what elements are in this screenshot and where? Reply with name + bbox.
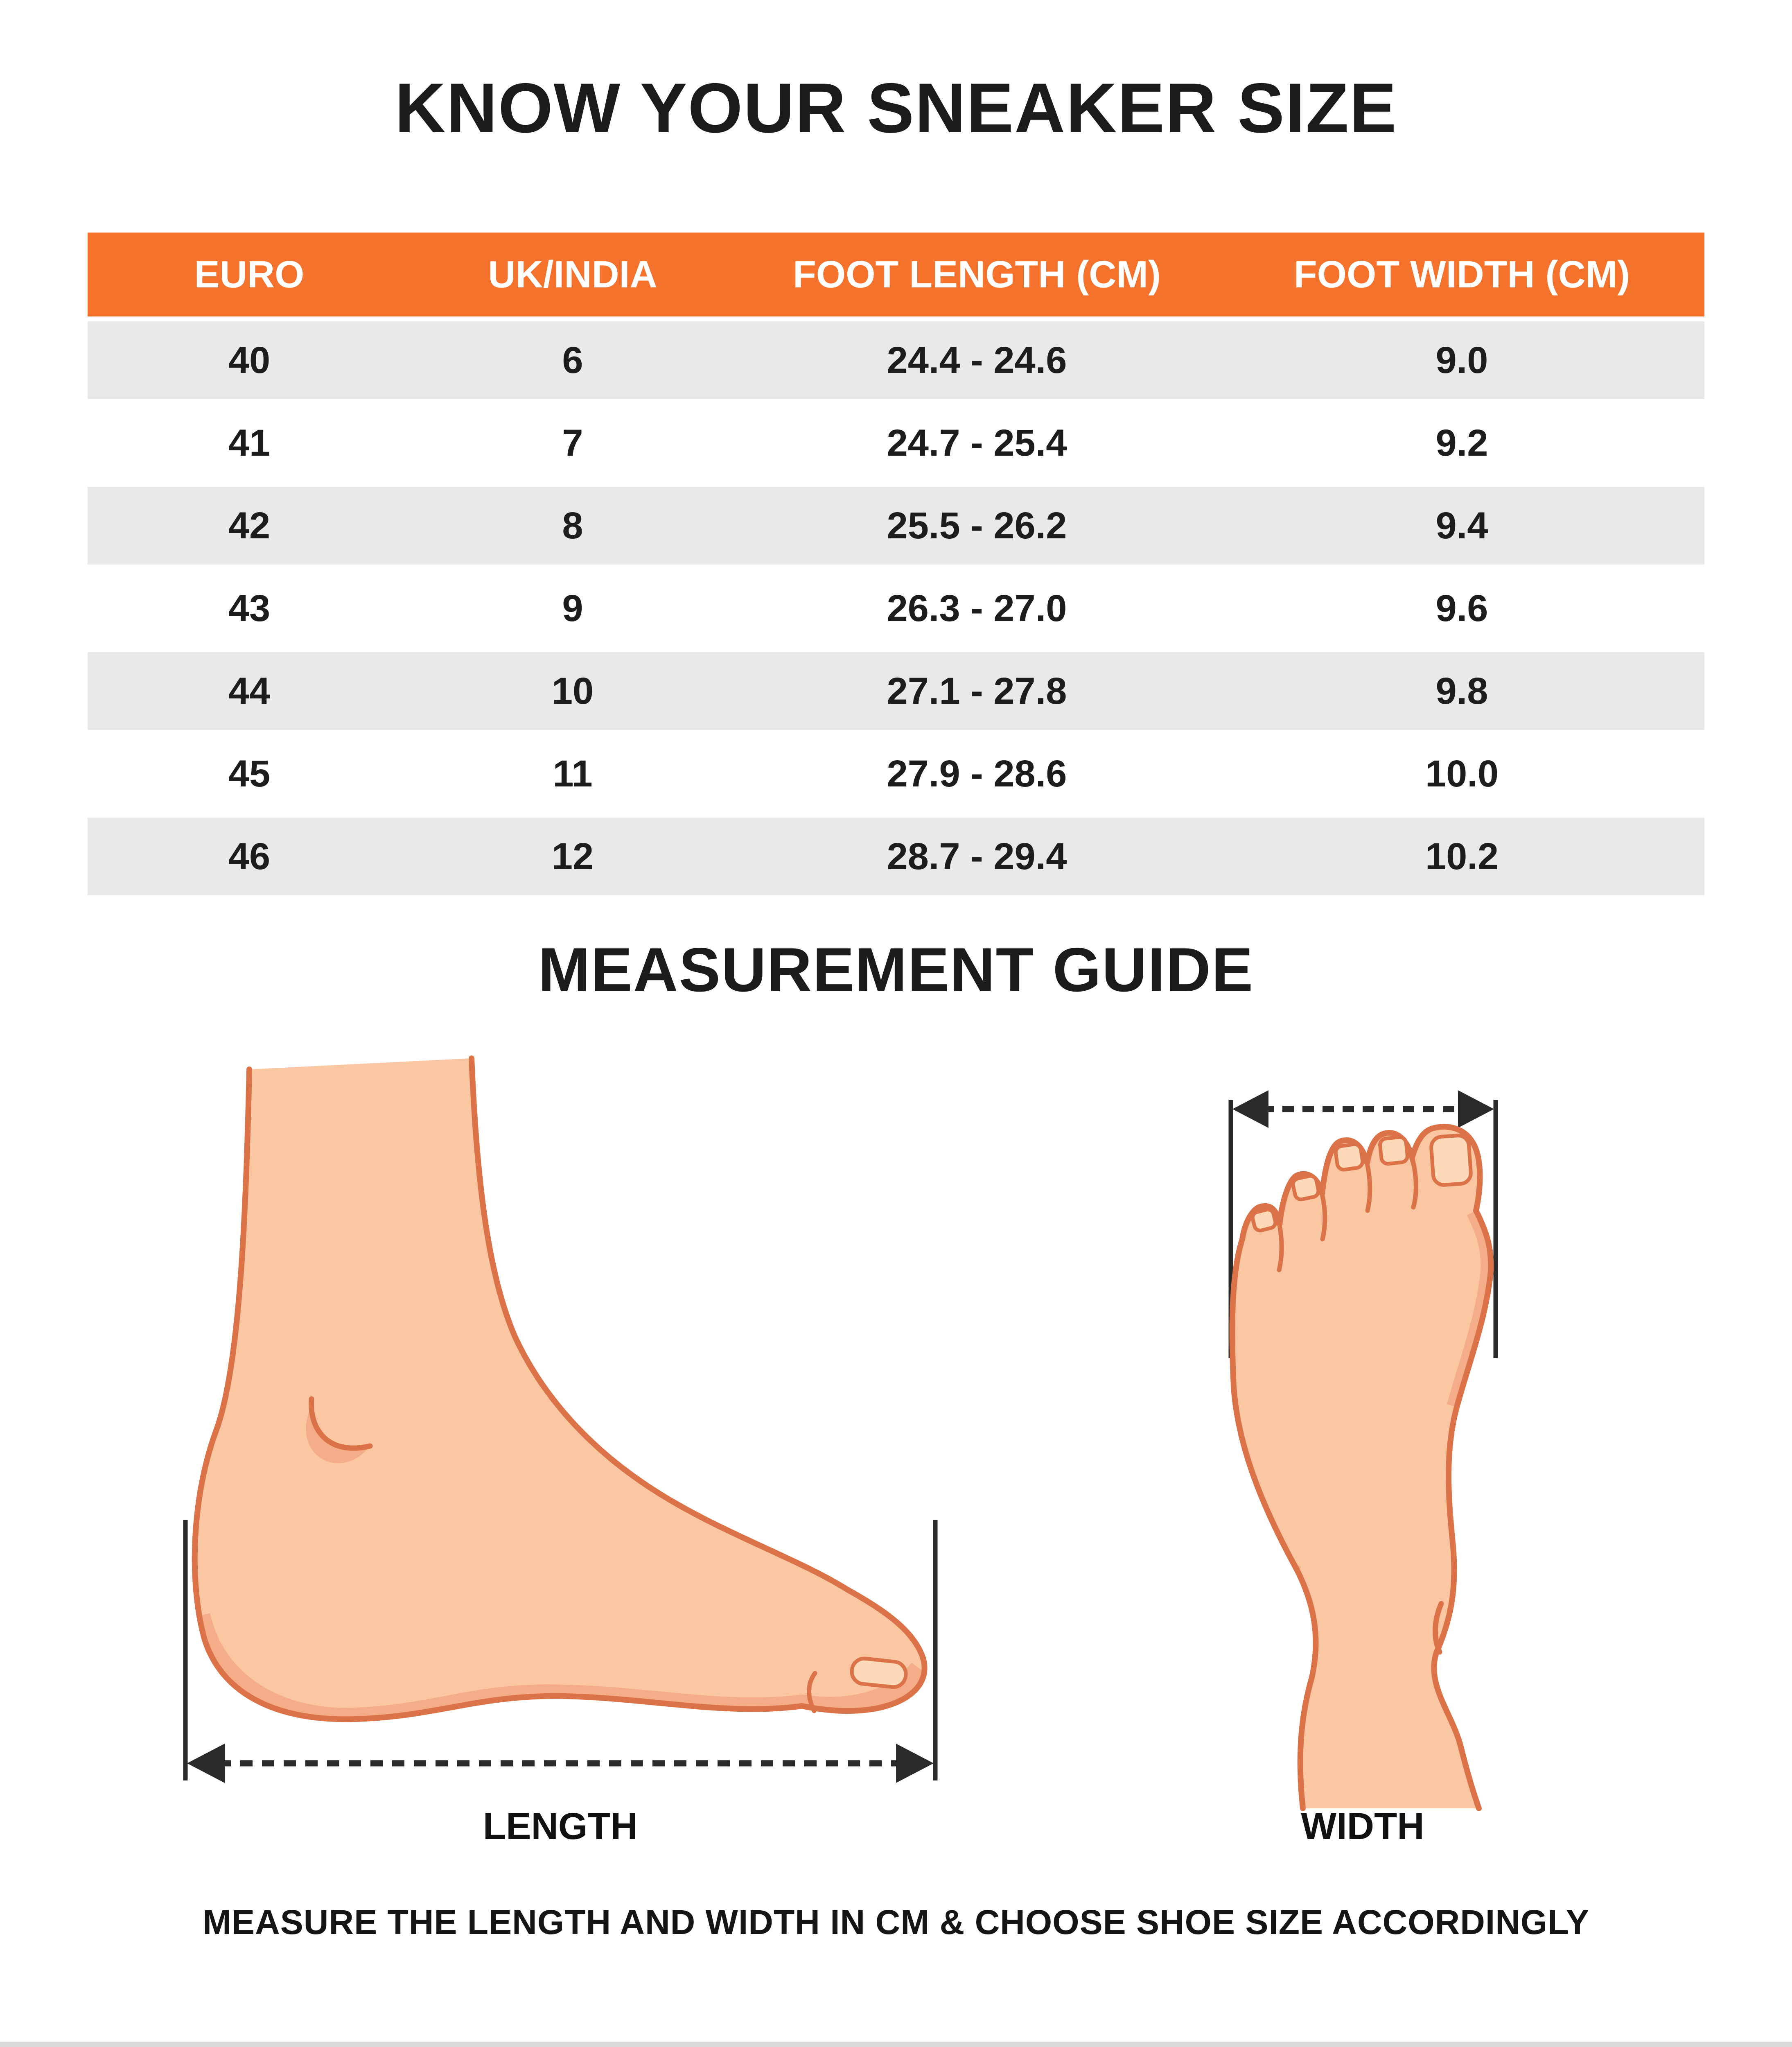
table-row: 43 9 26.3 - 27.0 9.6 bbox=[88, 569, 1704, 647]
table-cell: 40 bbox=[228, 339, 271, 381]
table-row: 45 11 27.9 - 28.6 10.0 bbox=[88, 735, 1704, 813]
table-row: 44 10 27.1 - 27.8 9.8 bbox=[88, 652, 1704, 730]
table-row: 46 12 28.7 - 29.4 10.2 bbox=[88, 818, 1704, 895]
table-cell: 8 bbox=[562, 504, 583, 547]
table-cell: 41 bbox=[228, 422, 271, 464]
header-foot-length: FOOT LENGTH (CM) bbox=[793, 253, 1161, 296]
table-cell: 45 bbox=[228, 752, 271, 795]
length-arrow bbox=[187, 1744, 934, 1783]
table-cell: 12 bbox=[551, 835, 594, 877]
size-table: EURO UK/INDIA FOOT LENGTH (CM) FOOT WIDT… bbox=[88, 233, 1704, 895]
table-cell: 28.7 - 29.4 bbox=[887, 835, 1067, 877]
header-uk-india: UK/INDIA bbox=[488, 253, 657, 296]
table-cell: 43 bbox=[228, 587, 271, 629]
table-row: 42 8 25.5 - 26.2 9.4 bbox=[88, 487, 1704, 565]
length-label: LENGTH bbox=[483, 1805, 638, 1847]
header-foot-width: FOOT WIDTH (CM) bbox=[1293, 253, 1630, 296]
table-cell: 46 bbox=[228, 835, 271, 877]
table-cell: 10 bbox=[551, 670, 594, 712]
table-cell: 9.2 bbox=[1435, 422, 1488, 464]
table-row: 41 7 24.7 - 25.4 9.2 bbox=[88, 404, 1704, 482]
size-table-header: EURO UK/INDIA FOOT LENGTH (CM) FOOT WIDT… bbox=[88, 233, 1704, 316]
measurement-note: MEASURE THE LENGTH AND WIDTH IN CM & CHO… bbox=[203, 1903, 1589, 1941]
header-euro: EURO bbox=[194, 253, 305, 296]
ankle-crease bbox=[1433, 1601, 1444, 1655]
size-table-body: 40 6 24.4 - 24.6 9.0 41 7 24.7 - 25.4 9.2 42 8 25.… bbox=[88, 321, 1704, 895]
table-cell: 9.8 bbox=[1435, 670, 1488, 712]
measurement-figures: LENGTH bbox=[0, 1018, 1792, 1898]
table-cell: 25.5 - 26.2 bbox=[887, 504, 1067, 547]
foot-side-illustration: LENGTH bbox=[183, 1055, 938, 1847]
table-cell: 6 bbox=[562, 339, 583, 381]
table-cell: 9.6 bbox=[1435, 587, 1488, 629]
width-arrow bbox=[1232, 1090, 1494, 1128]
ankle-dimple bbox=[305, 1396, 373, 1463]
toenails bbox=[1250, 1134, 1473, 1233]
length-dimension-lines bbox=[183, 1520, 938, 1780]
table-cell: 9.0 bbox=[1435, 339, 1488, 381]
table-cell: 10.2 bbox=[1425, 835, 1499, 877]
foot-top-illustration: WIDTH bbox=[1228, 1090, 1498, 1847]
table-cell: 44 bbox=[228, 670, 271, 712]
table-cell: 27.1 - 27.8 bbox=[887, 670, 1067, 712]
table-cell: 27.9 - 28.6 bbox=[887, 752, 1067, 795]
bottom-strip bbox=[0, 2042, 1792, 2047]
guide-title: MEASUREMENT GUIDE bbox=[538, 935, 1254, 1005]
table-cell: 24.7 - 25.4 bbox=[887, 422, 1067, 464]
foot-top-shape bbox=[1229, 1124, 1494, 1811]
table-cell: 7 bbox=[562, 422, 583, 464]
table-cell: 26.3 - 27.0 bbox=[887, 587, 1067, 629]
table-cell: 9 bbox=[562, 587, 583, 629]
toe-creases bbox=[1277, 1155, 1418, 1272]
big-toenail bbox=[850, 1656, 908, 1689]
table-row: 40 6 24.4 - 24.6 9.0 bbox=[88, 321, 1704, 399]
table-cell: 10.0 bbox=[1425, 752, 1499, 795]
table-cell: 11 bbox=[553, 752, 593, 795]
table-cell: 24.4 - 24.6 bbox=[887, 339, 1067, 381]
table-cell: 9.4 bbox=[1435, 504, 1488, 547]
width-label: WIDTH bbox=[1301, 1805, 1424, 1847]
page-title: KNOW YOUR SNEAKER SIZE bbox=[395, 69, 1397, 147]
table-cell: 42 bbox=[228, 504, 271, 547]
foot-side-shape bbox=[192, 1055, 928, 1722]
toe-crease bbox=[807, 1671, 817, 1713]
